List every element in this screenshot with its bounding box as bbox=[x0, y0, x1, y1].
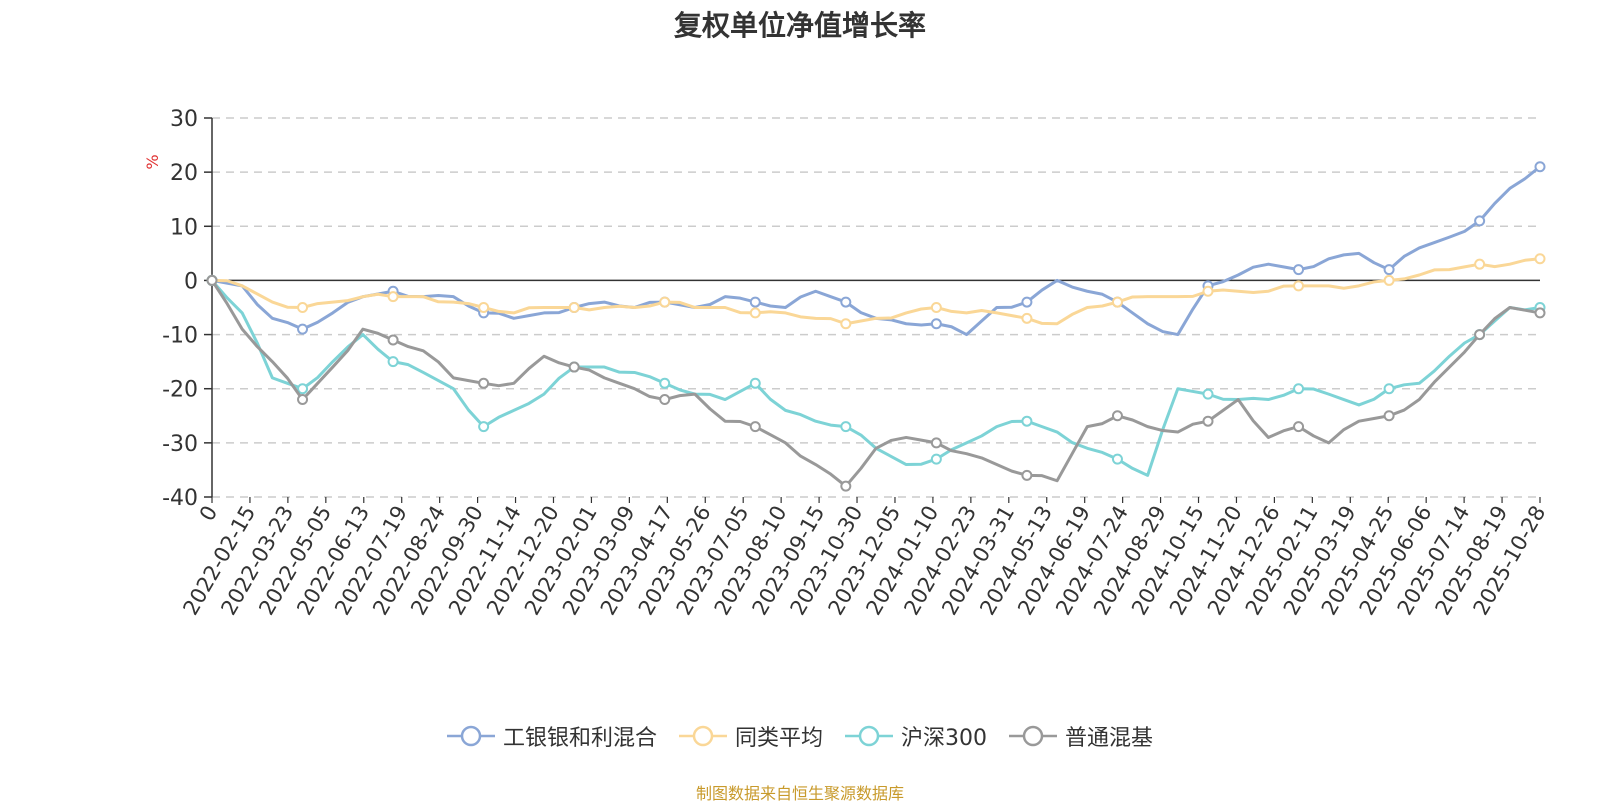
series-point bbox=[1474, 215, 1486, 227]
series-point bbox=[930, 437, 942, 449]
series-point bbox=[297, 383, 309, 395]
series-point bbox=[1293, 280, 1305, 292]
series-point bbox=[387, 334, 399, 346]
series-point bbox=[749, 421, 761, 433]
legend-label: 工银银和利混合 bbox=[502, 726, 657, 751]
series-point bbox=[930, 318, 942, 330]
series-point bbox=[1111, 453, 1123, 465]
series-point bbox=[659, 394, 671, 406]
legend: 工银银和利混合 同类平均 沪深300 普通混基 bbox=[0, 720, 1600, 752]
legend-item[interactable]: 工银银和利混合 bbox=[446, 720, 657, 752]
series-point bbox=[568, 302, 580, 313]
y-tick-label: 10 bbox=[170, 215, 198, 240]
series-point bbox=[659, 296, 671, 308]
series-point bbox=[297, 323, 309, 335]
legend-swatch-icon bbox=[845, 725, 893, 747]
series-line bbox=[211, 165, 1541, 337]
series-point bbox=[1111, 296, 1123, 308]
legend-label: 普通混基 bbox=[1065, 726, 1154, 751]
series-point bbox=[1383, 383, 1395, 395]
series-line bbox=[210, 279, 1541, 488]
y-tick-label: -20 bbox=[162, 378, 198, 403]
series-point bbox=[387, 356, 399, 368]
series-point bbox=[1293, 383, 1305, 395]
series-point bbox=[1383, 410, 1395, 422]
chart-title: 复权单位净值增长率 bbox=[673, 9, 926, 42]
series-point bbox=[1474, 329, 1486, 341]
legend-item[interactable]: 同类平均 bbox=[678, 720, 823, 752]
series-point bbox=[840, 296, 852, 308]
series-point bbox=[1474, 258, 1486, 270]
series-point bbox=[1534, 253, 1546, 265]
series-point bbox=[1293, 264, 1305, 276]
x-tick-label: 0 bbox=[195, 502, 222, 526]
series-point bbox=[297, 394, 309, 406]
legend-item[interactable]: 沪深300 bbox=[845, 720, 987, 752]
y-axis-label: % bbox=[143, 154, 162, 169]
series-point bbox=[206, 274, 218, 286]
series-point bbox=[478, 377, 490, 389]
series-point bbox=[840, 480, 852, 492]
y-tick-label: 30 bbox=[170, 107, 198, 132]
series-point bbox=[749, 296, 761, 308]
series-point bbox=[930, 302, 942, 313]
legend-label: 同类平均 bbox=[734, 726, 823, 751]
series-point bbox=[840, 318, 852, 330]
series-point bbox=[749, 307, 761, 319]
series-point bbox=[840, 421, 852, 433]
series-point bbox=[478, 302, 490, 313]
series-point bbox=[659, 377, 671, 389]
series-point bbox=[1383, 264, 1395, 276]
series-point bbox=[1021, 312, 1033, 324]
series-line bbox=[211, 257, 1541, 326]
legend-item[interactable]: 普通混基 bbox=[1009, 720, 1153, 752]
legend-label: 沪深300 bbox=[901, 726, 987, 751]
series-point bbox=[478, 421, 490, 433]
series-line bbox=[210, 279, 1541, 477]
series-point bbox=[387, 291, 399, 303]
legend-swatch-icon bbox=[1009, 725, 1057, 747]
y-tick-label: -30 bbox=[162, 432, 198, 457]
series-point bbox=[1021, 296, 1033, 308]
series-point bbox=[1383, 274, 1395, 286]
source-note: 制图数据来自恒生聚源数据库 bbox=[695, 784, 904, 803]
series-point bbox=[1111, 410, 1123, 422]
series-point bbox=[930, 453, 942, 465]
series-point bbox=[297, 302, 309, 313]
series-point bbox=[1021, 415, 1033, 427]
y-tick-label: -10 bbox=[162, 324, 198, 349]
y-tick-label: 20 bbox=[170, 161, 198, 186]
series-point bbox=[1202, 285, 1214, 297]
series-point bbox=[568, 361, 580, 373]
legend-swatch-icon bbox=[678, 725, 727, 747]
series-point bbox=[1202, 415, 1214, 427]
y-tick-label: 0 bbox=[184, 269, 198, 294]
series-point bbox=[1534, 161, 1546, 173]
series-point bbox=[1021, 469, 1033, 481]
series-point bbox=[1534, 307, 1546, 319]
series-point bbox=[749, 377, 761, 389]
series-point bbox=[1202, 388, 1214, 400]
legend-swatch-icon bbox=[446, 725, 495, 747]
y-tick-label: -40 bbox=[162, 486, 198, 511]
series-point bbox=[1293, 421, 1305, 433]
